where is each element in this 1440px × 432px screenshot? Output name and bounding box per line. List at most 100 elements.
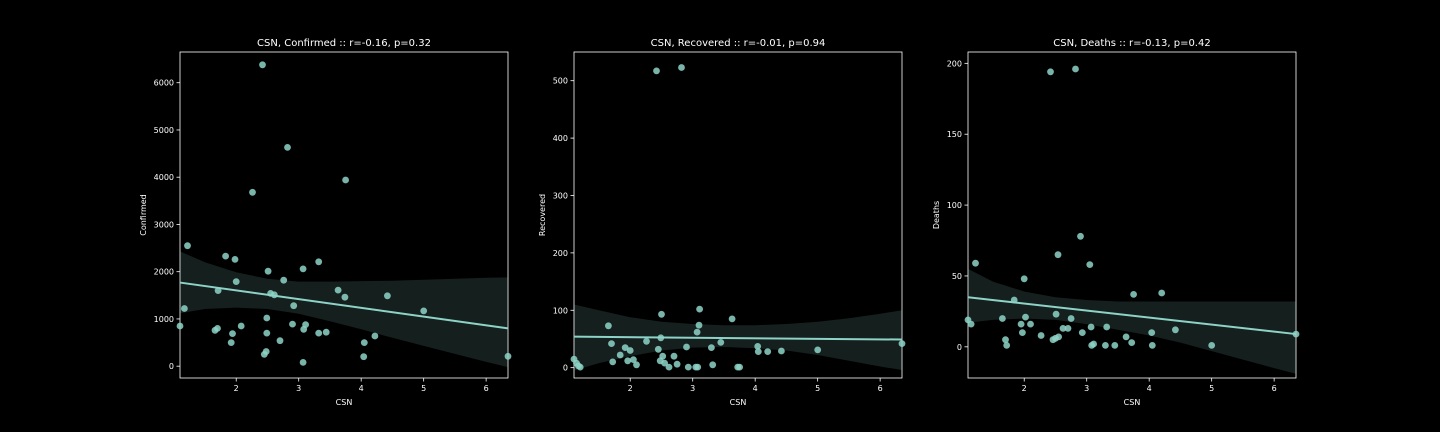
x-tick-label: 5 [421,384,426,393]
y-tick-label: 100 [947,201,962,210]
data-point [1077,232,1084,240]
y-tick-label: 4000 [154,173,174,182]
data-point [420,307,428,315]
data-point [814,346,822,354]
y-axis-label: Deaths [932,201,941,229]
data-point [284,144,291,151]
data-point [214,287,222,294]
data-point [609,358,617,366]
data-point [754,348,762,355]
data-point [694,363,702,371]
y-tick-label: 5000 [154,126,174,135]
data-point [754,343,762,350]
x-tick-label: 5 [1209,384,1214,393]
plot-frame [179,51,509,379]
data-point [605,322,612,330]
data-point [1017,320,1025,328]
data-point [624,357,632,365]
data-point [1019,329,1026,336]
x-axis-label: CSN [1124,398,1141,407]
subplot-csn-confirmed: 2 3 4 5 6 0 1000 2000 3000 4000 5000 6000 CSN, Con… [139,38,512,407]
data-point [696,305,703,313]
data-point [1128,339,1136,346]
x-tick-label: 2 [1022,384,1027,393]
data-point [673,360,681,368]
data-point [736,363,743,371]
data-point [360,353,368,361]
data-point [1022,313,1029,321]
data-point [576,363,584,371]
data-point [684,363,692,371]
y-tick-label: 0 [563,364,568,373]
data-point [341,293,349,301]
data-point [1027,320,1034,328]
data-point [249,188,256,196]
data-point [299,265,307,273]
y-tick-label: 0 [957,343,962,352]
data-point [302,321,309,328]
data-point [231,256,239,263]
subplot-csn-recovered: 2 3 4 5 6 0 100 200 300 400 500 CSN, Recovered ::… [538,38,906,407]
data-point [371,332,379,340]
x-tick-label: 3 [296,384,301,393]
data-point [227,339,235,346]
data-point [1055,333,1062,341]
x-tick-label: 5 [815,384,820,393]
data-point [276,337,284,345]
data-point [259,61,266,69]
data-point [621,344,629,351]
data-point [384,292,391,300]
data-point [764,348,772,355]
data-point [972,259,979,267]
y-tick-label: 6000 [154,79,174,88]
y-tick-label: 150 [947,130,962,139]
data-point [1010,296,1018,304]
data-point [708,344,715,351]
data-point [1002,336,1009,344]
data-point [778,347,785,355]
data-point [229,330,236,337]
data-point [659,352,667,360]
y-tick-label: 50 [952,272,962,281]
x-axis-label: CSN [336,398,353,407]
data-point [683,343,690,351]
data-point [181,305,188,312]
data-point [315,258,323,266]
data-point [670,352,678,360]
data-point [222,252,230,260]
y-tick-label: 2000 [154,268,174,277]
data-point [264,267,272,275]
data-point [504,352,512,360]
data-point [1087,323,1095,331]
regression-line [179,281,509,330]
data-point [1148,342,1156,349]
data-point [1122,333,1130,341]
data-point [232,278,240,285]
data-point [999,315,1006,322]
x-tick-label: 6 [1272,384,1277,393]
data-point [1086,261,1094,268]
y-axis-label: Recovered [538,194,547,236]
data-point [1067,315,1075,322]
plot-frame [573,51,903,379]
data-point [270,291,278,299]
data-point [176,322,184,330]
data-point [626,347,634,354]
y-tick-label: 0 [169,362,174,371]
data-point [643,337,650,345]
regression-line [573,335,903,341]
chart-title: CSN, Deaths :: r=-0.13, p=0.42 [1053,38,1210,49]
data-point [237,322,245,330]
chart-title: CSN, Confirmed :: r=-0.16, p=0.32 [257,38,431,49]
y-tick-label: 300 [553,191,568,200]
data-point [654,345,662,353]
data-point [608,340,615,347]
x-axis-label: CSN [730,398,747,407]
y-tick-label: 200 [553,249,568,258]
data-point [290,302,298,310]
data-point [1037,332,1045,339]
data-point [263,314,271,322]
data-point [262,348,270,355]
data-point [214,325,221,332]
data-point [1292,330,1300,338]
